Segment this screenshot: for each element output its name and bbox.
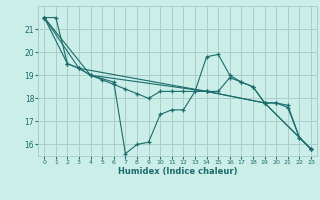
X-axis label: Humidex (Indice chaleur): Humidex (Indice chaleur): [118, 167, 237, 176]
